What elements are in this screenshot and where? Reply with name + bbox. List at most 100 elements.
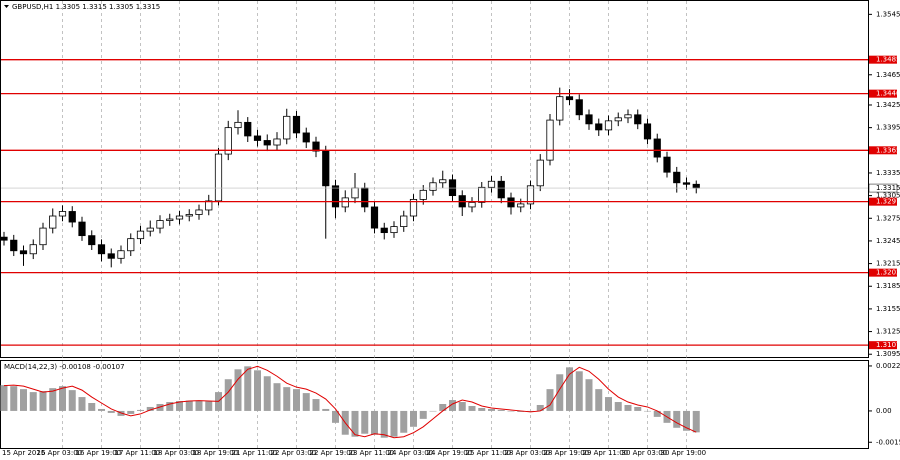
y-tick-label: 1.3095 [876,350,900,358]
x-tick-label: 25 Apr 11:00 [466,449,512,457]
chart-title: GBPUSD,H1 1.3305 1.3315 1.3305 1.3315 [12,3,160,11]
candle-body [97,244,106,255]
candle-body [19,250,28,255]
macd-bar [556,374,564,411]
candle-body [156,220,164,229]
candle-body [175,215,184,220]
macd-bar [322,408,330,411]
macd-bar [107,410,115,413]
candle-body [234,121,242,129]
level-label: 1.3485 [876,56,900,64]
candle-body [546,119,554,161]
candle-body [585,114,593,125]
x-tick-label: 30 Apr 03:00 [622,449,668,457]
macd-bar [20,389,27,411]
macd-bar [449,400,456,411]
candle-body [29,244,37,255]
candle-body [390,226,398,234]
candle-body [556,96,564,121]
macd-bar [302,393,310,411]
macd-bar [293,389,300,411]
candle-body [487,180,496,188]
y-tick-label: 1.3245 [876,237,900,245]
macd-bar [263,376,271,411]
candle-body [634,114,642,125]
level-tag [869,146,897,155]
macd-bar [546,389,554,411]
macd-bar [59,386,66,411]
macd-bar [166,402,174,411]
x-tick-label: 15 Apr 2025 [2,449,45,457]
candle-body [322,150,330,187]
candle-body [136,230,145,240]
price-panel [0,0,869,358]
macd-bar [10,386,18,411]
macd-bar [458,402,466,411]
level-tag [869,268,897,277]
macd-bar [624,404,632,411]
macd-bar [478,407,486,411]
candle-body [409,198,418,217]
candle-body [224,127,232,155]
x-tick-label: 17 Apr 11:00 [115,449,161,457]
x-tick-label: 23 Apr 11:00 [349,449,395,457]
macd-bar [653,410,661,417]
macd-bar [488,408,495,411]
candle-body [312,141,320,152]
candle-body [419,189,427,200]
macd-bar [254,370,261,411]
candle-body [107,253,115,259]
macd-bar [351,410,359,437]
candle-body [653,138,661,158]
candle-body [380,227,388,234]
candle-body [565,96,574,101]
y-tick-label: 1.3275 [876,214,900,222]
candle-body [439,179,447,184]
candle-body [604,120,613,131]
candle-body [643,123,652,140]
macd-bar [527,410,534,412]
macd-bar [0,385,8,411]
level-label: 1.3107 [876,341,900,349]
y2-tick-label: 0.00227 [876,362,900,370]
macd-bar [312,399,320,411]
x-tick-label: 30 Apr 19:00 [661,449,707,457]
macd-bar [595,389,603,411]
candle-body [400,215,408,227]
candle-body [361,187,369,208]
y-tick-label: 1.3395 [876,124,900,132]
x-tick-label: 22 Apr 19:00 [310,449,356,457]
current-price-label: 1.3315 [876,184,900,192]
macd-bar [234,369,242,411]
y-tick-label: 1.3125 [876,328,900,336]
candle-body [429,182,437,191]
level-tag [869,197,897,206]
candle-body [370,206,379,229]
level-label: 1.3297 [876,198,900,206]
macd-bar [137,409,144,411]
macd-bar [195,401,203,411]
y2-tick-label: -0.00158 [876,438,900,446]
macd-bar [361,410,369,434]
macd-bar [224,379,232,411]
current-price-tag [868,183,898,193]
candle-body [692,183,700,189]
candle-body [166,218,174,221]
candle-body [263,140,271,146]
macd-bar [88,403,96,411]
candle-body [517,203,525,208]
candle-body [624,114,632,119]
y-tick-label: 1.3545 [876,10,900,18]
x-tick-label: 28 Apr 03:00 [505,449,551,457]
macd-bar [332,410,339,423]
x-tick-label: 16 Apr 19:00 [76,449,122,457]
level-label: 1.3365 [876,146,900,154]
macd-bar [644,410,651,412]
macd-bar [78,397,86,411]
macd-bar [380,410,388,438]
candle-body [146,227,154,232]
candle-body [341,197,349,208]
x-tick-label: 16 Apr 03:00 [37,449,83,457]
